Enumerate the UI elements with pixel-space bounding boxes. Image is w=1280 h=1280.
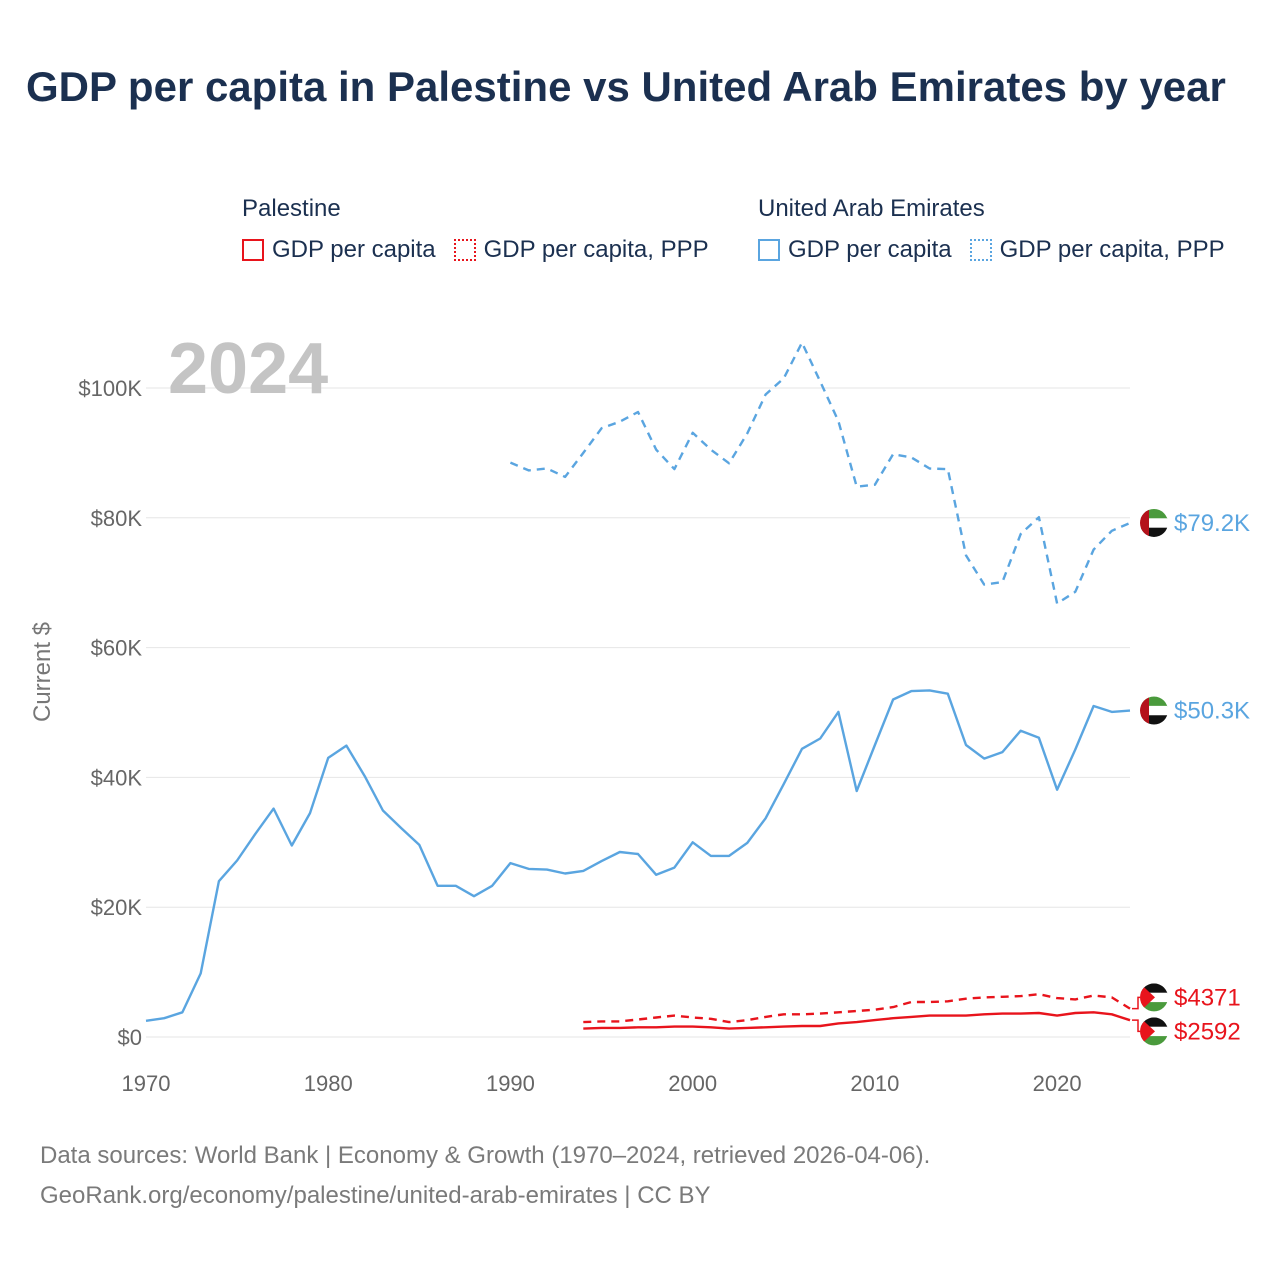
y-tick-label: $80K xyxy=(91,506,143,531)
line-chart: 2024 $0 $20K $40K $60K $80K $100K 1970 1980 1990… xyxy=(0,0,1280,1280)
series-layer xyxy=(146,343,1130,1029)
series-line-1[interactable] xyxy=(510,343,1130,604)
footer-link[interactable]: GeoRank.org/economy/palestine/united-ara… xyxy=(40,1176,930,1216)
x-tick-label: 1980 xyxy=(304,1071,353,1096)
y-tick-label: $60K xyxy=(91,636,143,661)
series-line-3[interactable] xyxy=(583,994,1130,1022)
y-tick-label: $0 xyxy=(118,1025,142,1050)
end-label-layer: $50.3K $79.2K $2592 $4371 xyxy=(1132,509,1250,1046)
x-tick-label: 2010 xyxy=(850,1071,899,1096)
y-tick-label: $40K xyxy=(91,765,143,790)
x-tick-label: 2000 xyxy=(668,1071,717,1096)
series-line-0[interactable] xyxy=(146,690,1130,1020)
footer-sources: Data sources: World Bank | Economy & Gro… xyxy=(40,1136,930,1176)
series-line-2[interactable] xyxy=(583,1012,1130,1028)
uae-flag-icon xyxy=(1140,697,1168,726)
end-value-label: $2592 xyxy=(1174,1018,1241,1045)
grid-layer xyxy=(146,388,1130,1037)
footer: Data sources: World Bank | Economy & Gro… xyxy=(40,1136,930,1216)
palestine-flag-icon xyxy=(1140,1017,1168,1046)
y-tick-label: $100K xyxy=(78,376,142,401)
axis-layer: $0 $20K $40K $60K $80K $100K 1970 1980 1990 2000 2… xyxy=(29,376,1082,1096)
palestine-flag-icon xyxy=(1140,983,1168,1012)
end-value-label: $79.2K xyxy=(1174,510,1250,537)
y-tick-label: $20K xyxy=(91,895,143,920)
x-tick-label: 2020 xyxy=(1033,1071,1082,1096)
x-tick-label: 1990 xyxy=(486,1071,535,1096)
end-value-label: $50.3K xyxy=(1174,698,1250,725)
y-axis-label: Current $ xyxy=(29,622,56,722)
end-value-label: $4371 xyxy=(1174,984,1241,1011)
x-tick-label: 1970 xyxy=(122,1071,171,1096)
year-label: 2024 xyxy=(168,329,328,409)
uae-flag-icon xyxy=(1140,509,1168,538)
